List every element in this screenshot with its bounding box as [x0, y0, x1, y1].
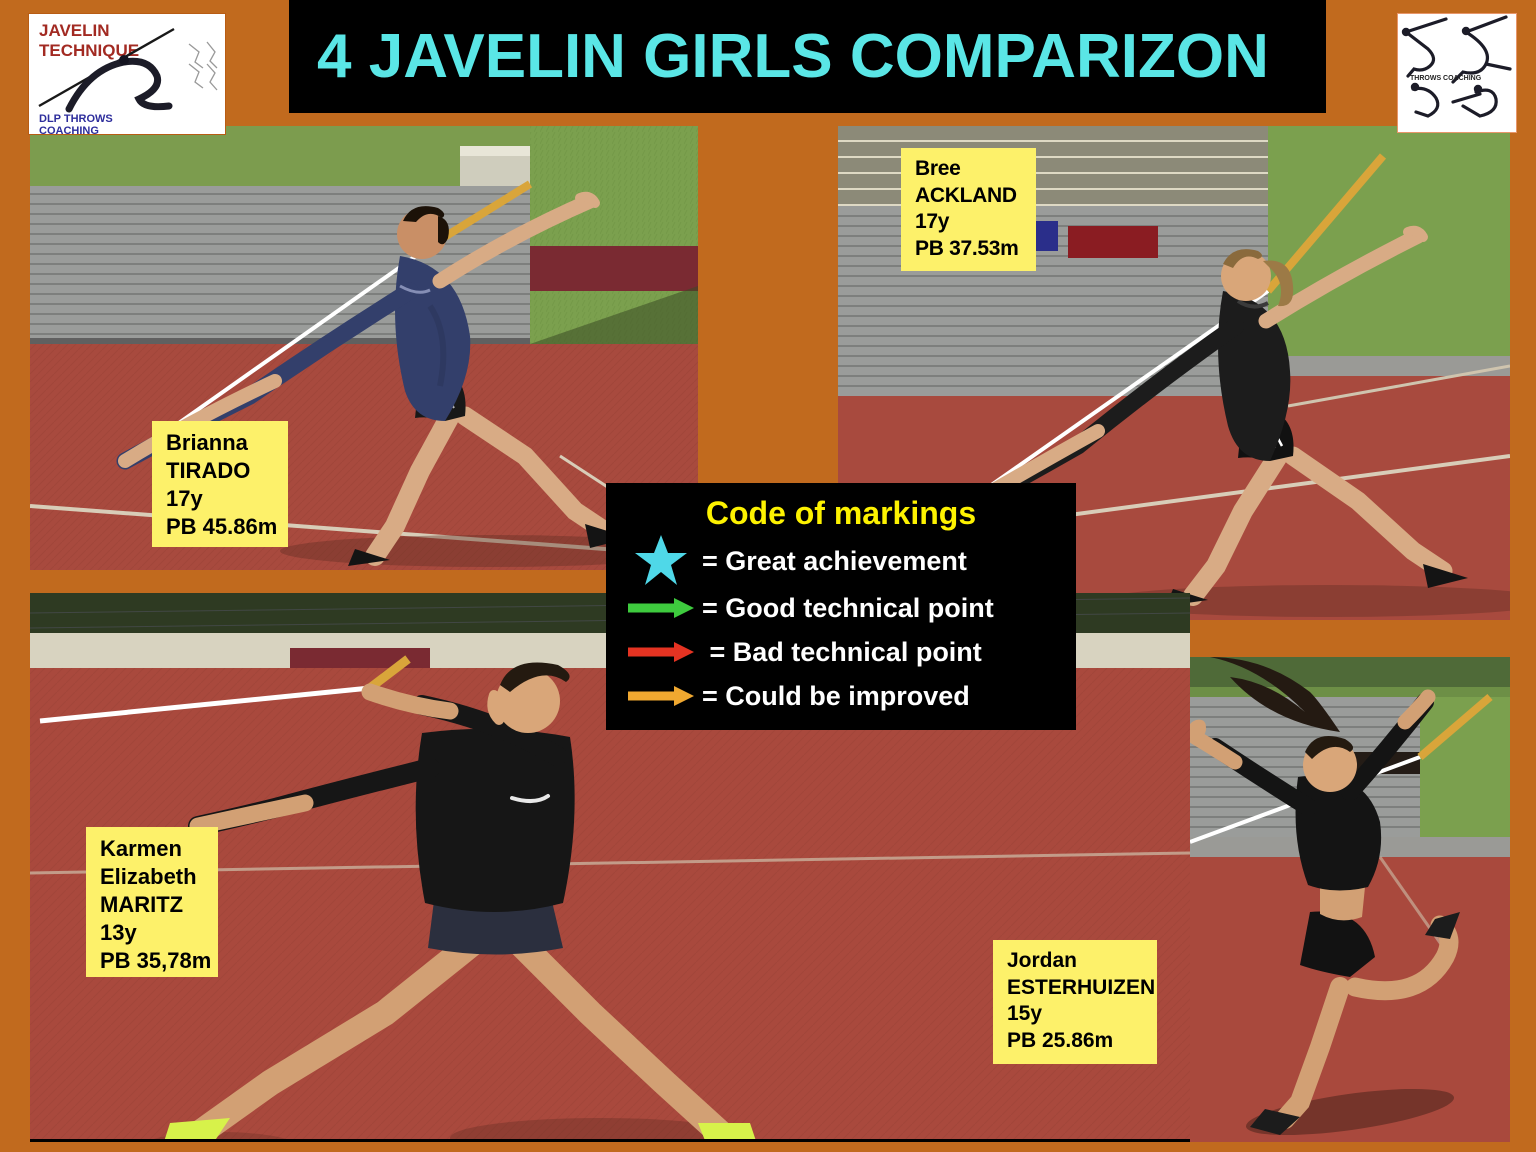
svg-text:THROWS COACHING: THROWS COACHING — [1410, 75, 1482, 82]
svg-text:JAVELIN: JAVELIN — [39, 21, 110, 40]
svg-text:COACHING: COACHING — [39, 125, 99, 134]
svg-text:DLP THROWS: DLP THROWS — [39, 113, 113, 125]
